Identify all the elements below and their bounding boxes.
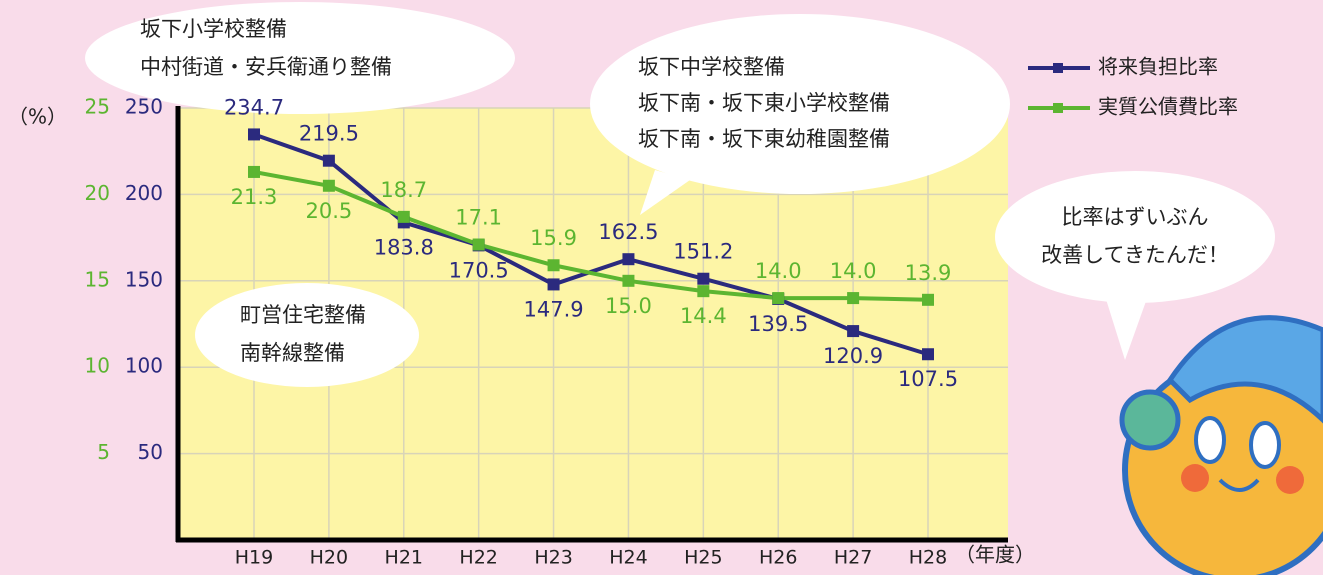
y-tick-label: 50 xyxy=(138,440,163,464)
marker xyxy=(772,292,784,304)
y-axis-label: （%） xyxy=(8,105,67,129)
value-label: 21.3 xyxy=(231,185,278,209)
y-tick-label: 200 xyxy=(125,181,163,205)
marker xyxy=(847,325,859,337)
x-tick-label: H27 xyxy=(834,547,872,569)
legend-label: 将来負担比率 xyxy=(1098,55,1218,79)
value-label: 15.0 xyxy=(605,294,652,318)
x-tick-label: H21 xyxy=(385,547,423,569)
y2-tick-label: 20 xyxy=(85,181,110,205)
value-label: 14.4 xyxy=(680,304,727,328)
marker xyxy=(548,259,560,271)
y2-tick-label: 25 xyxy=(85,95,110,119)
marker xyxy=(548,278,560,290)
value-label: 139.5 xyxy=(748,312,808,336)
marker xyxy=(847,292,859,304)
annotation: 町営住宅整備 xyxy=(240,303,366,327)
value-label: 18.7 xyxy=(380,178,427,202)
y-tick-label: 250 xyxy=(125,95,163,119)
value-label: 13.9 xyxy=(905,261,952,285)
annotation: 中村街道・安兵衛通り整備 xyxy=(140,55,392,79)
marker xyxy=(922,294,934,306)
value-label: 162.5 xyxy=(598,220,658,244)
y2-tick-label: 5 xyxy=(97,440,110,464)
annotation: 坂下中学校整備 xyxy=(638,55,785,79)
bubble xyxy=(195,283,419,387)
value-label: 183.8 xyxy=(374,235,434,259)
marker xyxy=(398,211,410,223)
value-label: 151.2 xyxy=(673,240,733,264)
x-tick-label: H23 xyxy=(534,547,572,569)
value-label: 17.1 xyxy=(455,206,502,230)
x-tick-label: H26 xyxy=(759,547,797,569)
y2-tick-label: 15 xyxy=(85,267,110,291)
x-tick-label: H24 xyxy=(609,547,647,569)
legend-marker xyxy=(1053,63,1063,73)
marker xyxy=(622,275,634,287)
y2-tick-label: 10 xyxy=(85,354,110,378)
value-label: 15.9 xyxy=(530,226,577,250)
marker xyxy=(248,128,260,140)
marker xyxy=(248,166,260,178)
annotation: 南幹線整備 xyxy=(240,341,345,365)
chart: 坂下小学校整備 中村街道・安兵衛通り整備 坂下中学校整備 坂下南・坂下東小学校整… xyxy=(0,0,1323,575)
value-label: 14.0 xyxy=(830,259,877,283)
marker xyxy=(323,155,335,167)
bubble xyxy=(995,171,1275,303)
x-tick-label: H19 xyxy=(235,547,273,569)
annotation: 坂下南・坂下東小学校整備 xyxy=(638,91,890,115)
x-tick-label: H22 xyxy=(459,547,497,569)
annotation: 坂下小学校整備 xyxy=(140,17,287,41)
marker xyxy=(622,253,634,265)
marker xyxy=(323,180,335,192)
annotation: 比率はずいぶん xyxy=(1062,205,1209,229)
value-label: 219.5 xyxy=(299,122,359,146)
x-tick-label: H28 xyxy=(909,547,947,569)
x-tick-label: H25 xyxy=(684,547,722,569)
x-axis-label: （年度） xyxy=(955,543,1035,567)
value-label: 14.0 xyxy=(755,259,802,283)
y-tick-label: 150 xyxy=(125,267,163,291)
marker xyxy=(697,273,709,285)
value-label: 107.5 xyxy=(898,367,958,391)
value-label: 147.9 xyxy=(523,297,583,321)
value-label: 234.7 xyxy=(224,95,284,119)
value-label: 20.5 xyxy=(306,199,353,223)
y-tick-label: 100 xyxy=(125,354,163,378)
legend-marker xyxy=(1053,103,1063,113)
value-label: 120.9 xyxy=(823,344,883,368)
x-tick-label: H20 xyxy=(310,547,348,569)
legend-label: 実質公債費比率 xyxy=(1098,95,1238,119)
value-label: 170.5 xyxy=(449,258,509,282)
annotation: 坂下南・坂下東幼稚園整備 xyxy=(638,127,890,151)
marker xyxy=(697,285,709,297)
annotation: 改善してきたんだ！ xyxy=(1041,243,1229,267)
marker xyxy=(922,348,934,360)
marker xyxy=(473,239,485,251)
